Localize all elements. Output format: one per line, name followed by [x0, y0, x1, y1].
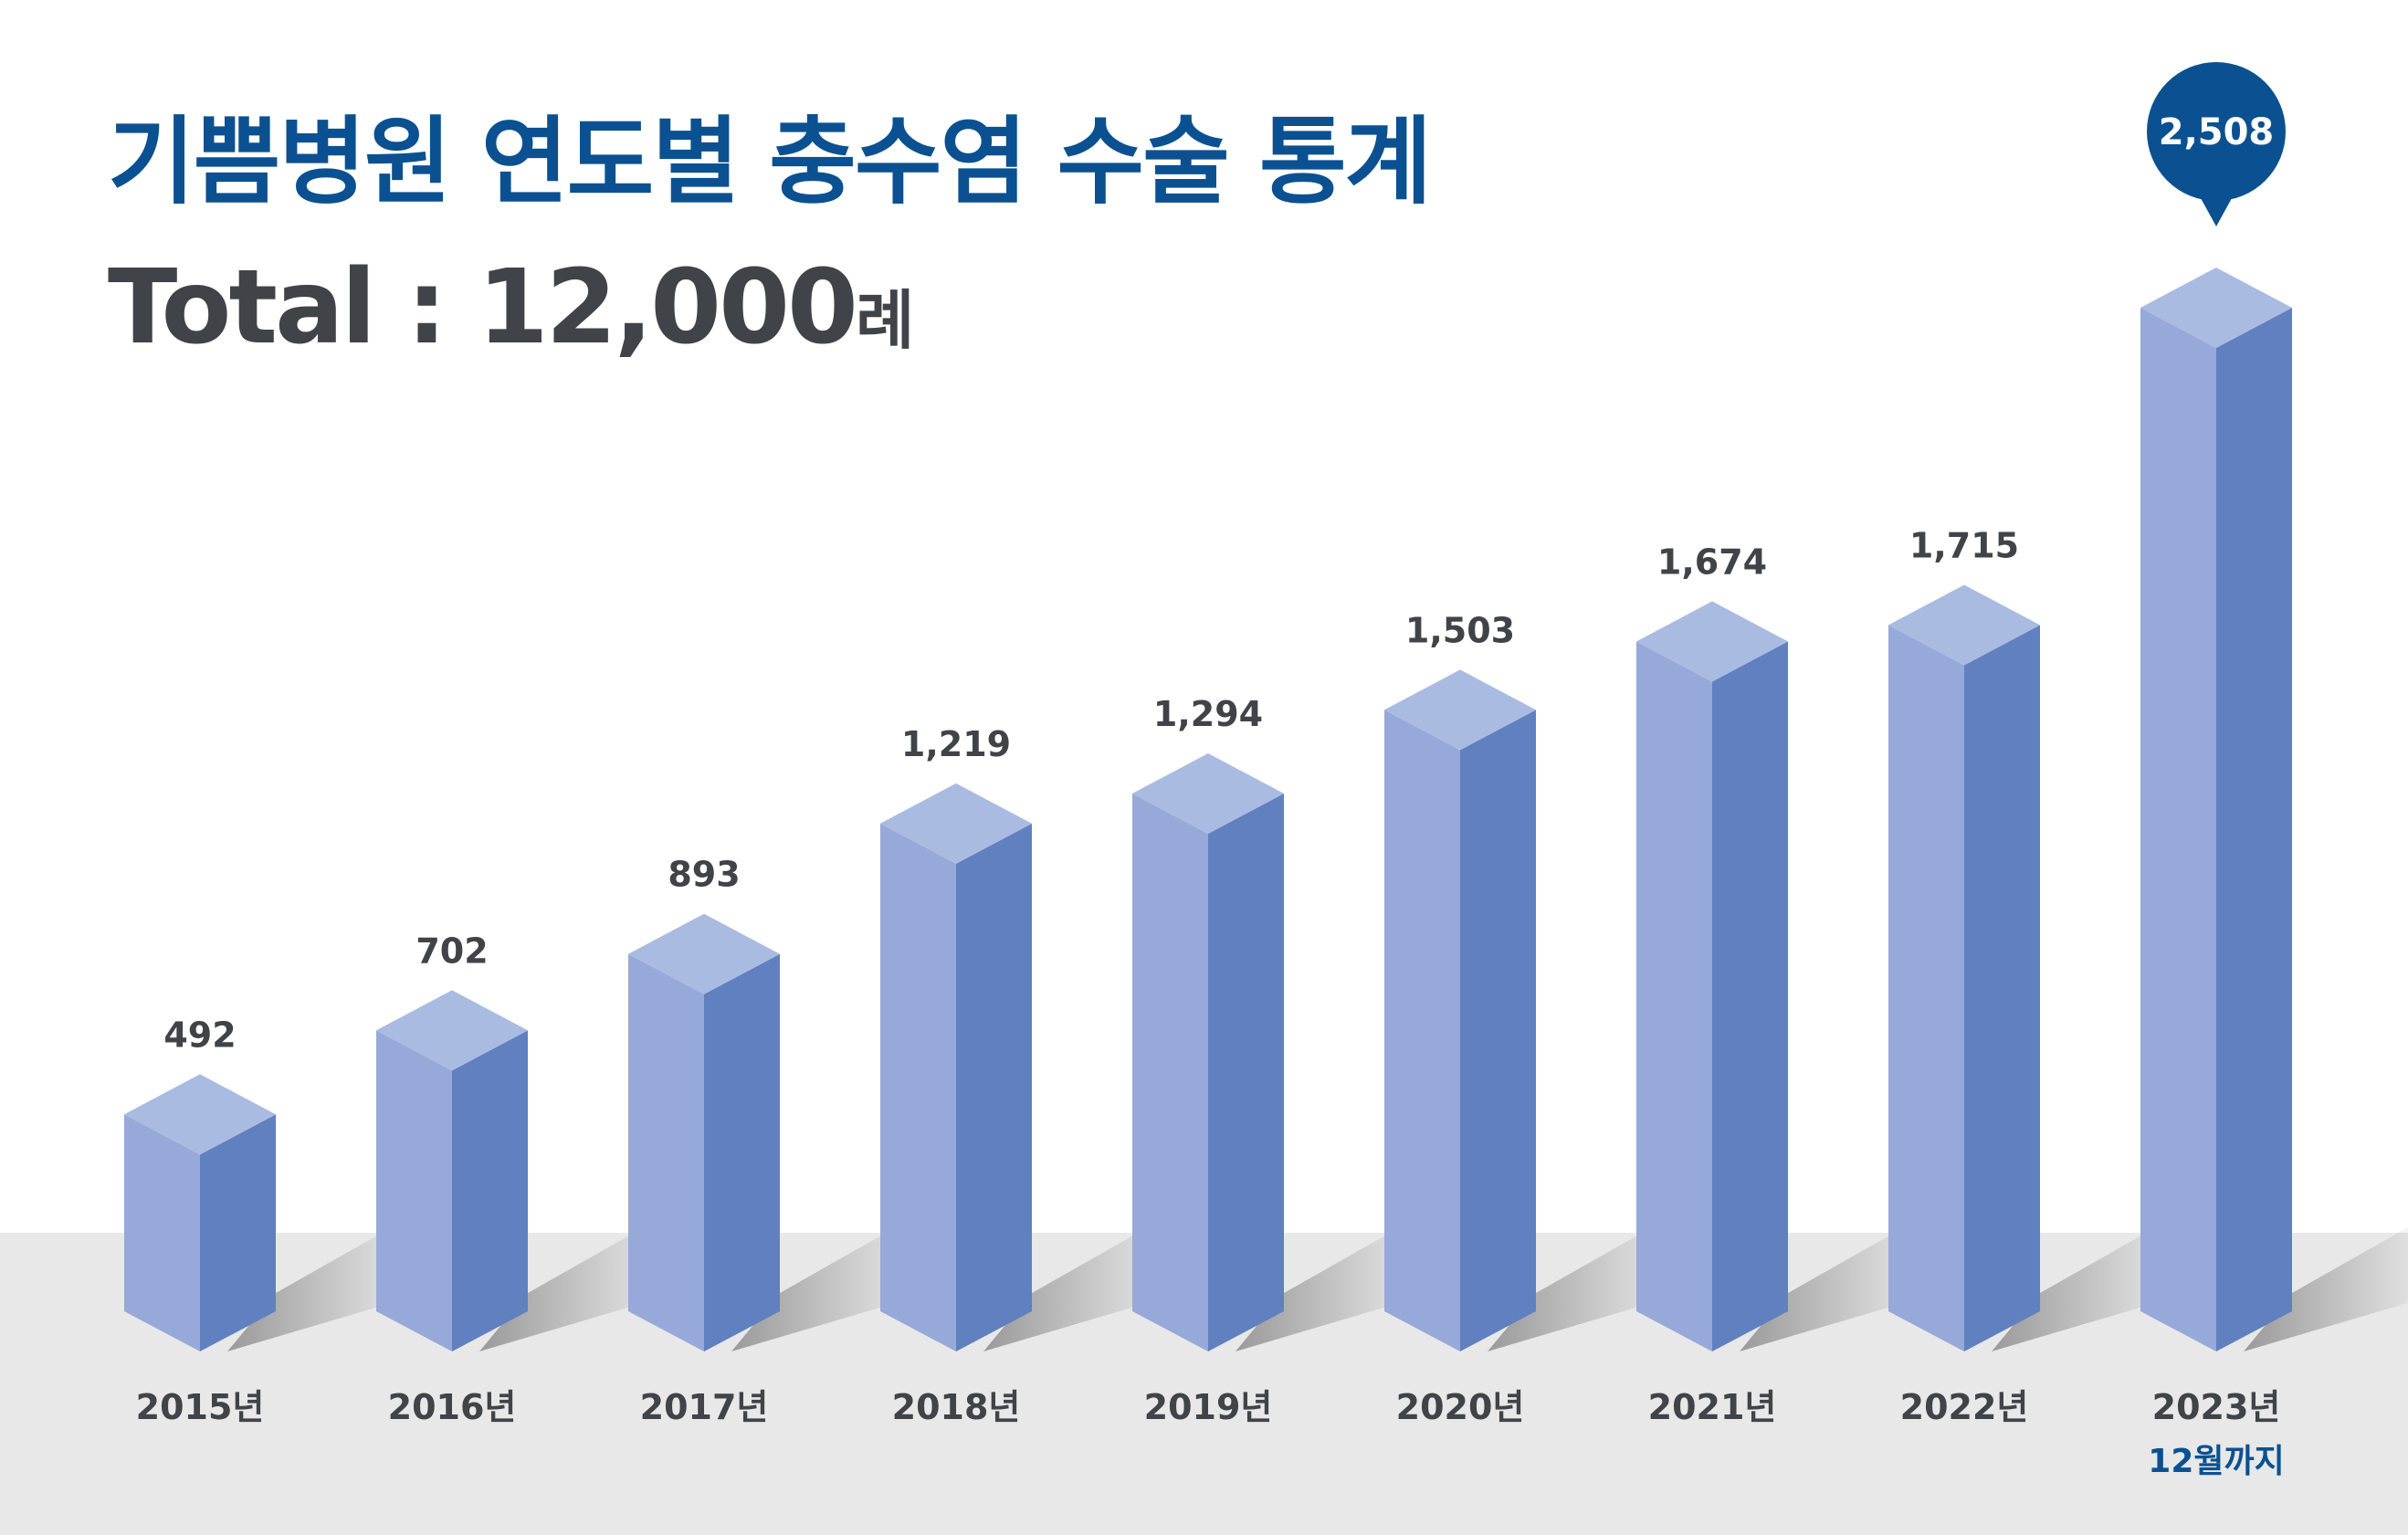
bar-shadow: [479, 1215, 665, 1351]
bar-side-face: [1208, 793, 1284, 1351]
bar-top-face: [124, 1074, 276, 1155]
total-unit: 례: [855, 283, 915, 358]
bar-shadow: [1740, 1215, 1925, 1351]
bar-top-face: [1888, 584, 2040, 666]
bar-front-face: [2140, 308, 2216, 1351]
bar-side-face: [1712, 641, 1788, 1351]
bar-front-face: [628, 953, 704, 1351]
bar-side-face: [452, 1030, 528, 1351]
value-pin: [2147, 62, 2286, 201]
total-value: Total : 12,000: [108, 248, 858, 367]
bar-group: [376, 990, 665, 1351]
bar-group: [628, 913, 917, 1351]
bar-shadow: [731, 1215, 917, 1351]
bar-side-face: [704, 953, 780, 1351]
bar-side-face: [1964, 625, 2040, 1351]
value-label: 492: [163, 1015, 236, 1055]
bar-top-face: [880, 783, 1032, 864]
category-label: 2017년: [640, 1387, 769, 1427]
category-label: 2016년: [388, 1387, 517, 1427]
category-label: 2022년: [1900, 1387, 2029, 1427]
bar-shadow: [1236, 1215, 1421, 1351]
value-label: 1,715: [1909, 525, 2019, 565]
bar-front-face: [124, 1114, 200, 1351]
category-label: 2018년: [892, 1387, 1021, 1427]
bar-top-face: [628, 913, 780, 994]
category-label: 2015년: [136, 1387, 265, 1427]
value-label: 1,219: [901, 724, 1011, 764]
bar-side-face: [200, 1114, 276, 1351]
bar-shadow: [1488, 1215, 1673, 1351]
bar-group: [124, 1074, 413, 1351]
bar-front-face: [1888, 625, 1964, 1351]
bar-side-face: [956, 823, 1032, 1351]
bar-group: [2140, 268, 2408, 1351]
bar-group: [1636, 601, 1925, 1351]
category-label: 2021년: [1648, 1387, 1777, 1427]
bar-top-face: [1636, 601, 1788, 682]
bar-shadow: [2244, 1227, 2408, 1351]
value-label: 1,674: [1657, 541, 1767, 582]
bar-top-face: [2140, 268, 2292, 348]
total-summary: Total : 12,000례: [108, 248, 914, 367]
bar-front-face: [1132, 793, 1208, 1351]
bar-front-face: [376, 1030, 452, 1351]
bar-shadow: [983, 1215, 1169, 1351]
category-label: 2020년: [1396, 1387, 1525, 1427]
value-label: 2,508: [2159, 111, 2275, 153]
bar-group: [1384, 669, 1673, 1351]
bar-group: [880, 783, 1169, 1351]
category-note: 12월까지: [2148, 1443, 2284, 1480]
bar-top-face: [1132, 752, 1284, 834]
bar-top-face: [1384, 669, 1536, 751]
bar-shadow: [1992, 1215, 2177, 1351]
value-label: 1,294: [1153, 694, 1263, 734]
bar-front-face: [880, 823, 956, 1351]
bar-side-face: [2216, 308, 2292, 1351]
bar-front-face: [1636, 641, 1712, 1351]
bar-top-face: [376, 990, 528, 1071]
bar-side-face: [1460, 710, 1536, 1351]
value-label: 702: [415, 930, 488, 971]
bar-group: [1888, 584, 2177, 1351]
category-label: 2023년: [2152, 1387, 2281, 1427]
value-label: 1,503: [1405, 610, 1515, 650]
bar-front-face: [1384, 710, 1460, 1351]
value-pin-pointer: [2196, 190, 2236, 226]
value-label: 893: [668, 855, 740, 895]
page-title: 기쁨병원 연도별 충수염 수술 통계: [108, 106, 1432, 217]
category-label: 2019년: [1144, 1387, 1273, 1427]
bar-shadow: [227, 1215, 413, 1351]
bar-group: [1132, 752, 1421, 1351]
